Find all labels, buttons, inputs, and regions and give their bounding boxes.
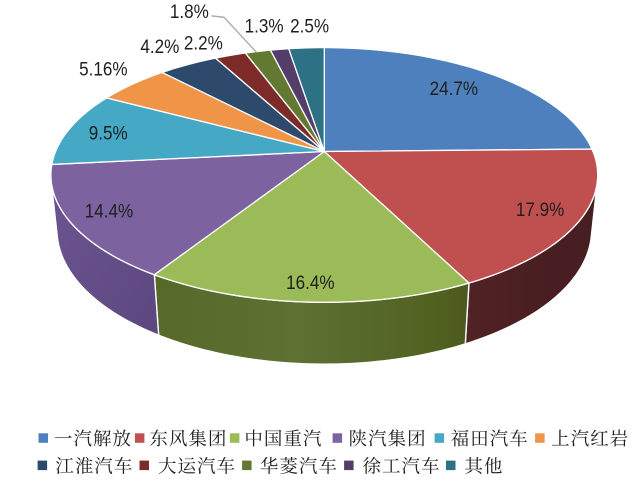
- svg-text:16.4%: 16.4%: [286, 272, 334, 293]
- svg-text:1.8%: 1.8%: [170, 1, 209, 22]
- svg-text:17.9%: 17.9%: [516, 199, 564, 220]
- svg-text:1.3%: 1.3%: [245, 16, 284, 37]
- svg-text:14.4%: 14.4%: [85, 201, 133, 222]
- svg-text:2.5%: 2.5%: [290, 16, 329, 37]
- svg-text:24.7%: 24.7%: [430, 78, 478, 99]
- svg-text:4.2%: 4.2%: [140, 36, 179, 57]
- svg-text:2.2%: 2.2%: [184, 33, 223, 54]
- svg-text:5.16%: 5.16%: [79, 59, 127, 80]
- svg-text:9.5%: 9.5%: [89, 123, 128, 144]
